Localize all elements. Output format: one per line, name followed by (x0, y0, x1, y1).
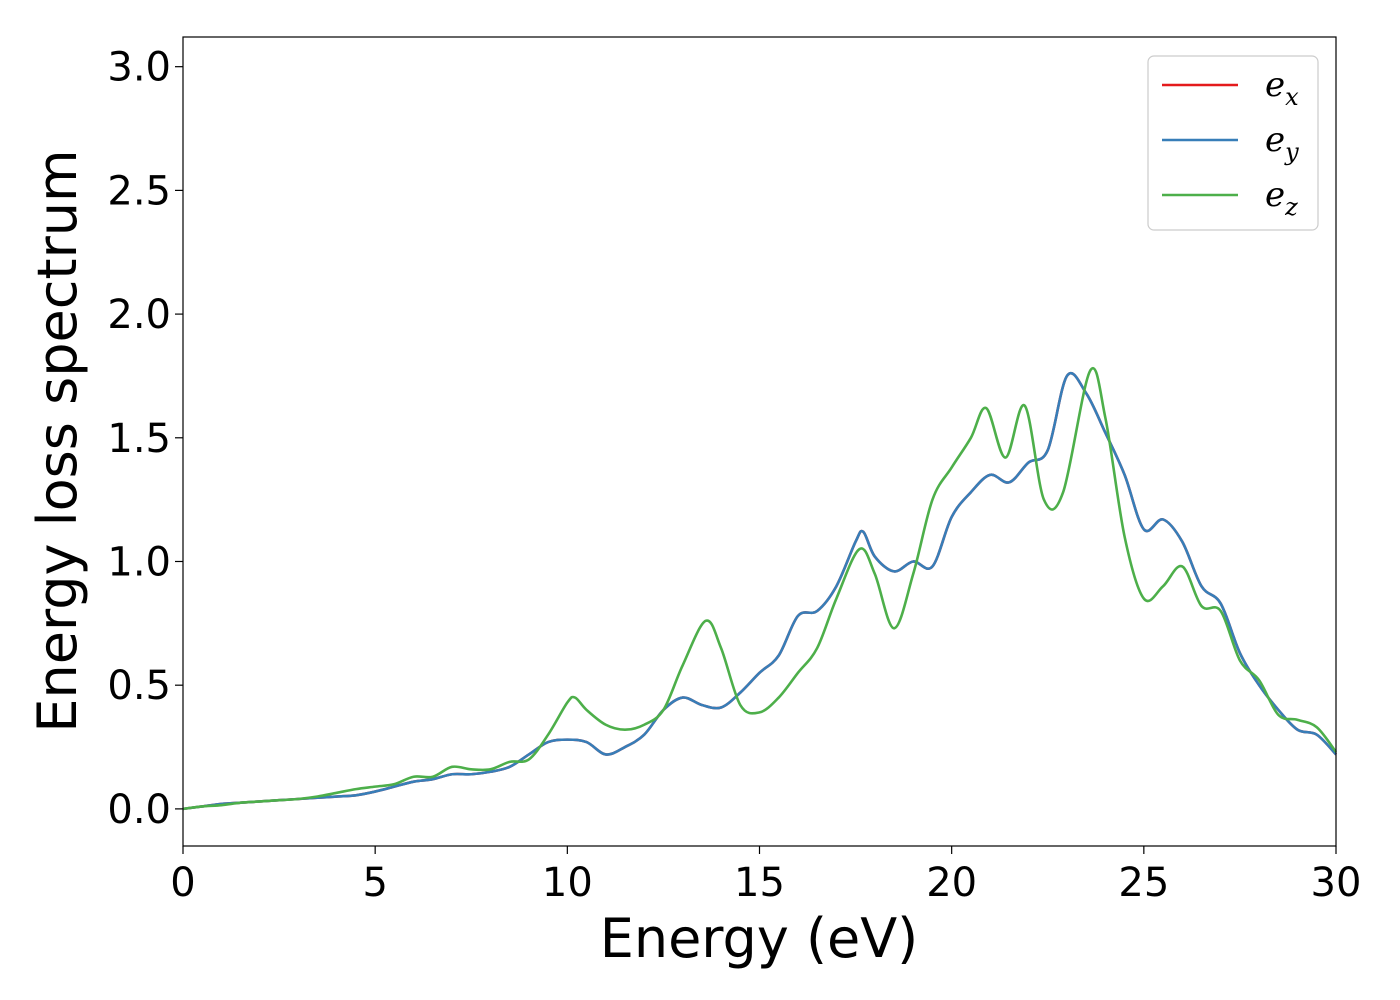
x-axis-label: Energy (eV) (600, 907, 919, 970)
y-tick-label: 1.0 (107, 539, 171, 585)
legend-label: ex (1265, 65, 1299, 111)
series-line-e-z (182, 367, 1338, 811)
legend-label: ez (1265, 175, 1298, 221)
x-tick-label: 30 (1311, 860, 1362, 906)
x-axis-ticks: 0 5 10 15 20 25 30 (170, 846, 1361, 906)
y-axis-ticks: 0.0 0.5 1.0 1.5 2.0 2.5 3.0 (107, 45, 183, 833)
x-tick-label: 15 (734, 860, 785, 906)
legend-label-subscript: x (1285, 83, 1299, 111)
legend-label-base: e (1265, 120, 1285, 160)
x-tick-label: 5 (362, 860, 387, 906)
x-tick-label: 20 (926, 860, 977, 906)
y-tick-label: 2.0 (107, 292, 171, 338)
y-axis-label: Energy loss spectrum (26, 149, 89, 732)
x-tick-label: 25 (1118, 860, 1169, 906)
x-tick-label: 0 (170, 860, 195, 906)
legend-box (1147, 55, 1319, 231)
legend-label-base: e (1265, 175, 1285, 215)
y-tick-label: 1.5 (107, 416, 171, 462)
series-layer (182, 367, 1338, 811)
series-line-e-y (182, 372, 1337, 811)
y-tick-label: 2.5 (107, 168, 171, 214)
y-tick-label: 0.0 (107, 787, 171, 833)
legend-label-subscript: z (1284, 193, 1298, 221)
legend-label-base: e (1265, 65, 1285, 105)
y-tick-label: 3.0 (107, 45, 171, 91)
legend-label: ey (1265, 120, 1299, 166)
y-tick-label: 0.5 (107, 663, 171, 709)
legend-label-subscript: y (1284, 138, 1299, 166)
x-tick-label: 10 (542, 860, 593, 906)
